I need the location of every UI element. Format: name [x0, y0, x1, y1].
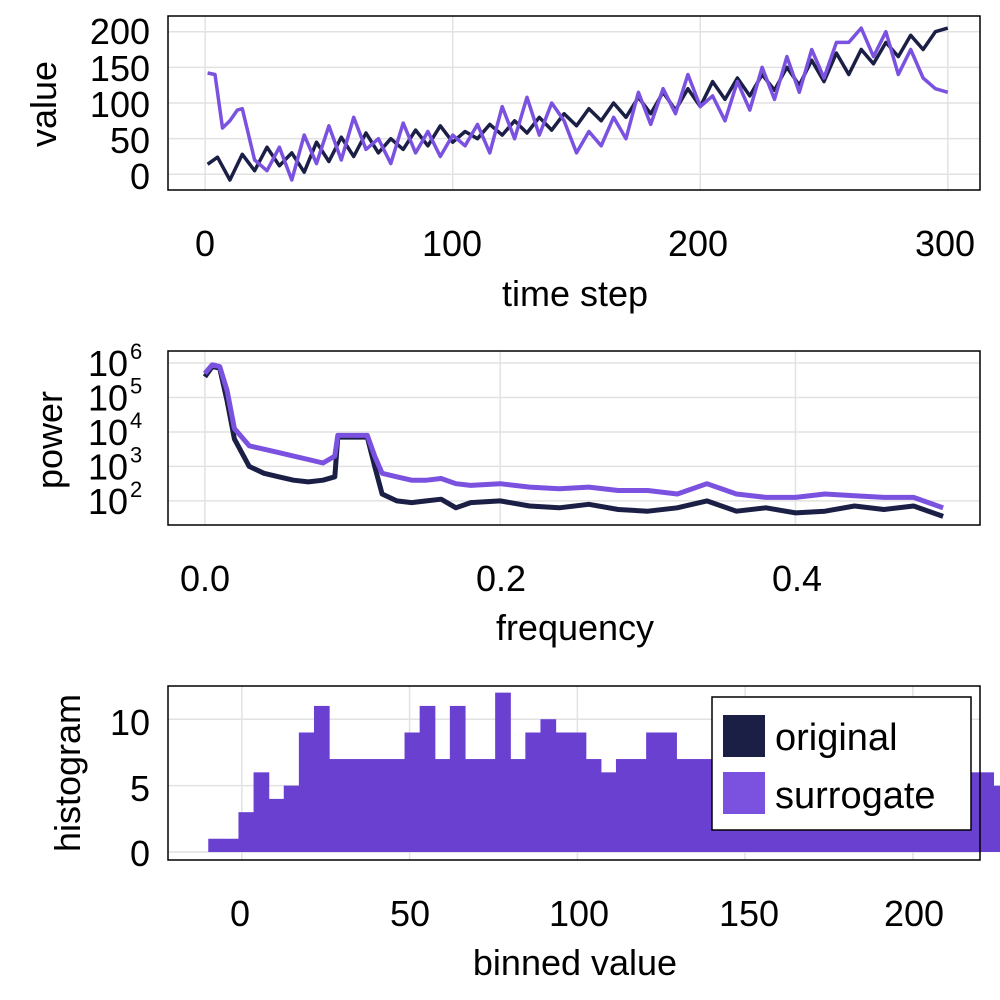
histogram-bar [676, 759, 693, 853]
histogram-bar [449, 705, 466, 853]
xtick-label: 50 [390, 893, 430, 934]
histogram-bar [374, 759, 391, 853]
histogram-bar [495, 692, 511, 853]
histogram-bar [978, 772, 995, 853]
panel-histogram: 10 5 0 0 50 100 150 200 binned value his… [47, 685, 1000, 983]
series-line-surrogate [207, 26, 949, 182]
ytick-label: 5 [130, 768, 150, 809]
yaxis-label: power [29, 391, 70, 489]
histogram-bar [510, 759, 526, 853]
legend-swatch-original [723, 715, 765, 757]
histogram-bar [298, 732, 315, 853]
xtick-label: 0 [195, 223, 215, 264]
histogram-bar [283, 785, 300, 853]
xaxis-label: frequency [496, 607, 654, 648]
ytick-label: 10 [88, 343, 128, 384]
xtick-label: 0.4 [772, 558, 822, 599]
yaxis-label: value [23, 61, 64, 147]
series-line-original [206, 26, 949, 182]
spectrum-lines [202, 362, 944, 519]
timeseries-grid [168, 16, 980, 190]
xtick-label: 0.0 [180, 558, 230, 599]
series-line-original [202, 364, 944, 519]
histogram-bar [419, 705, 436, 853]
ytick-exponent: 3 [130, 442, 142, 467]
histogram-bar [631, 759, 647, 853]
legend-label-original: original [775, 717, 898, 759]
xtick-label: 200 [668, 223, 728, 264]
xtick-label: 200 [884, 893, 944, 934]
histogram-bar [344, 759, 360, 853]
spectrum-grid [168, 351, 980, 525]
ytick-label: 10 [110, 702, 150, 743]
histogram-bar [600, 772, 617, 853]
histogram-bar [389, 759, 406, 853]
histogram-bar [615, 759, 632, 853]
legend-swatch-surrogate [723, 772, 765, 814]
histogram-bar [464, 759, 481, 853]
ytick-exponent: 2 [130, 477, 142, 502]
timeseries-lines [206, 26, 949, 182]
histogram-bar [359, 759, 375, 853]
ytick-label: 0 [130, 156, 150, 197]
ytick-label: 150 [90, 48, 150, 89]
ytick-label: 10 [88, 446, 128, 487]
yaxis-label: histogram [47, 694, 88, 852]
histogram-bar [208, 838, 224, 853]
histogram-bar [993, 785, 1000, 853]
xtick-label: 300 [915, 223, 975, 264]
series-line-surrogate [203, 362, 944, 511]
legend-label-surrogate: surrogate [775, 775, 936, 817]
histogram-bar [434, 759, 451, 853]
ytick-exponent: 5 [130, 374, 142, 399]
histogram-bar [525, 732, 542, 853]
histogram-bar [329, 759, 345, 853]
ytick-exponent: 4 [130, 408, 142, 433]
histogram-bar [404, 732, 421, 853]
histogram-bar [253, 772, 270, 853]
histogram-bar [570, 732, 587, 853]
xtick-label: 150 [719, 893, 779, 934]
ytick-label: 10 [88, 412, 128, 453]
histogram-bar [238, 812, 255, 853]
ytick-label: 10 [88, 378, 128, 419]
spectrum-frame [167, 350, 981, 526]
ytick-label: 50 [110, 120, 150, 161]
histogram-bar [268, 798, 285, 853]
panel-timeseries: 200 150 100 50 0 0 100 200 300 time step… [23, 11, 981, 314]
xaxis-label: time step [502, 273, 648, 314]
ytick-label: 200 [90, 11, 150, 52]
histogram-bar [223, 838, 240, 853]
histogram-bar [555, 732, 572, 853]
histogram-bar [540, 719, 557, 853]
ytick-exponent: 6 [130, 339, 142, 364]
histogram-bar [313, 705, 330, 853]
xtick-label: 100 [549, 893, 609, 934]
histogram-bar [585, 759, 602, 853]
histogram-bar [661, 732, 677, 853]
histogram-frame [167, 685, 981, 861]
legend: original surrogate [711, 696, 972, 831]
ytick-label: 0 [130, 833, 150, 874]
timeseries-frame [167, 15, 981, 191]
xtick-label: 100 [422, 223, 482, 264]
ytick-label: 10 [88, 481, 128, 522]
ytick-label: 100 [90, 84, 150, 125]
histogram-bar [691, 759, 708, 853]
xaxis-label: binned value [473, 942, 677, 983]
xtick-label: 0.2 [476, 558, 526, 599]
histogram-bar [480, 759, 496, 853]
xtick-label: 0 [230, 893, 250, 934]
histogram-bar [646, 732, 662, 853]
